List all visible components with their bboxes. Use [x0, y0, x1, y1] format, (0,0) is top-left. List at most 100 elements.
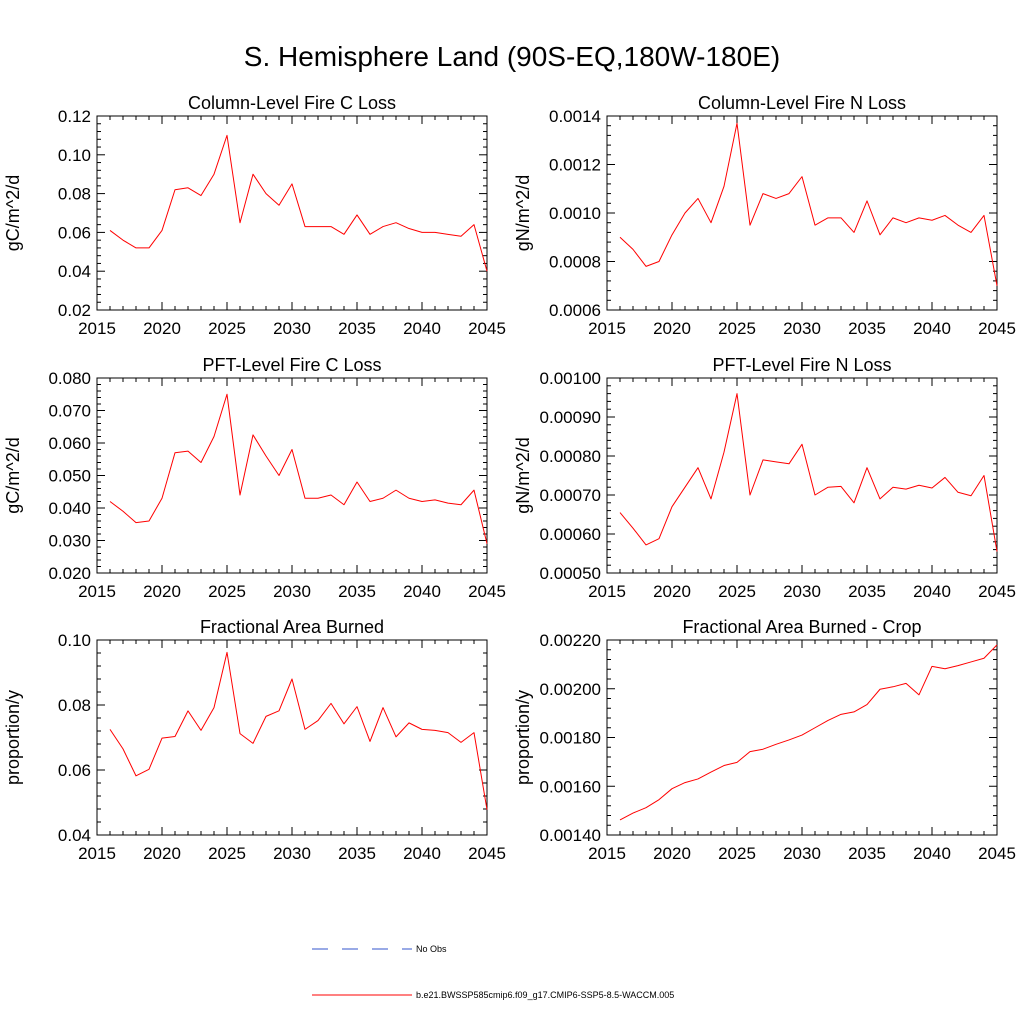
y-tick-label: 0.0014 — [549, 107, 601, 126]
x-tick-label: 2020 — [143, 319, 181, 338]
y-tick-label: 0.10 — [58, 631, 91, 650]
x-tick-label: 2045 — [978, 319, 1016, 338]
x-tick-label: 2035 — [338, 844, 376, 863]
y-tick-label: 0.0012 — [549, 156, 601, 175]
chart-panel: PFT-Level Fire C Loss gC/m^2/d 2015 2020 202… — [3, 355, 506, 601]
y-tick-label: 0.12 — [58, 107, 91, 126]
y-axis-label: gN/m^2/d — [513, 175, 533, 251]
y-tick-label: 0.060 — [48, 434, 91, 453]
chart-title: PFT-Level Fire C Loss — [202, 355, 381, 375]
chart-title: Column-Level Fire N Loss — [698, 93, 906, 113]
y-tick-label: 0.0010 — [549, 204, 601, 223]
y-tick-label: 0.02 — [58, 301, 91, 320]
legend-obs-label: No Obs — [416, 944, 447, 954]
chart-panel: Column-Level Fire C Loss gC/m^2/d 2015 2020… — [3, 93, 506, 338]
series-line — [619, 122, 998, 286]
x-tick-label: 2040 — [403, 582, 441, 601]
x-tick-label: 2030 — [273, 319, 311, 338]
y-tick-label: 0.00100 — [540, 369, 601, 388]
x-tick-label: 2020 — [653, 319, 691, 338]
x-tick-label: 2020 — [653, 582, 691, 601]
x-tick-label: 2030 — [273, 582, 311, 601]
x-tick-label: 2045 — [468, 582, 506, 601]
y-tick-label: 0.06 — [58, 761, 91, 780]
y-tick-label: 0.00160 — [540, 777, 601, 796]
chart-panel: Fractional Area Burned - Crop proportion/… — [513, 617, 1016, 863]
y-tick-label: 0.00060 — [540, 525, 601, 544]
chart-panels: Column-Level Fire C Loss gC/m^2/d 2015 2020… — [3, 93, 1016, 863]
x-tick-label: 2015 — [588, 844, 626, 863]
y-axis-label: gC/m^2/d — [3, 175, 23, 251]
chart-panel: Fractional Area Burned proportion/y 2015 20… — [3, 617, 506, 863]
plot-frame — [96, 115, 488, 311]
x-tick-label: 2025 — [208, 582, 246, 601]
x-tick-label: 2015 — [78, 319, 116, 338]
y-tick-label: 0.00140 — [540, 826, 601, 845]
x-tick-label: 2025 — [208, 319, 246, 338]
y-tick-label: 0.04 — [58, 826, 91, 845]
x-tick-label: 2035 — [848, 582, 886, 601]
x-tick-label: 2040 — [913, 319, 951, 338]
x-tick-label: 2025 — [718, 319, 756, 338]
y-tick-label: 0.08 — [58, 696, 91, 715]
x-tick-label: 2030 — [783, 319, 821, 338]
y-axis-label: proportion/y — [513, 690, 533, 785]
y-tick-label: 0.00050 — [540, 564, 601, 583]
y-tick-label: 0.00090 — [540, 408, 601, 427]
y-tick-label: 0.040 — [48, 499, 91, 518]
y-axis-label: proportion/y — [3, 690, 23, 785]
x-tick-label: 2020 — [143, 582, 181, 601]
x-tick-label: 2040 — [403, 844, 441, 863]
plot-frame — [606, 115, 998, 311]
chart-title: Fractional Area Burned — [200, 617, 384, 637]
legend: No Obs b.e21.BWSSP585cmip6.f09_g17.CMIP6… — [312, 944, 674, 1000]
y-tick-label: 0.10 — [58, 146, 91, 165]
y-tick-label: 0.020 — [48, 564, 91, 583]
y-axis-label: gC/m^2/d — [3, 437, 23, 513]
y-tick-label: 0.06 — [58, 223, 91, 242]
x-tick-label: 2040 — [913, 582, 951, 601]
plot-frame — [96, 377, 488, 574]
x-tick-label: 2045 — [978, 844, 1016, 863]
y-tick-label: 0.080 — [48, 369, 91, 388]
x-tick-label: 2035 — [338, 582, 376, 601]
x-tick-label: 2020 — [143, 844, 181, 863]
x-tick-label: 2045 — [468, 319, 506, 338]
chart-title: Column-Level Fire C Loss — [188, 93, 396, 113]
y-tick-label: 0.08 — [58, 185, 91, 204]
y-tick-label: 0.00180 — [540, 729, 601, 748]
y-tick-label: 0.070 — [48, 402, 91, 421]
x-tick-label: 2045 — [978, 582, 1016, 601]
y-tick-label: 0.0006 — [549, 301, 601, 320]
x-tick-label: 2025 — [718, 844, 756, 863]
legend-model-label: b.e21.BWSSP585cmip6.f09_g17.CMIP6-SSP5-8… — [416, 990, 674, 1000]
y-tick-label: 0.0008 — [549, 253, 601, 272]
x-tick-label: 2025 — [208, 844, 246, 863]
x-tick-label: 2020 — [653, 844, 691, 863]
series-line — [619, 393, 998, 552]
x-tick-label: 2035 — [848, 844, 886, 863]
x-tick-label: 2035 — [848, 319, 886, 338]
y-tick-label: 0.00070 — [540, 486, 601, 505]
x-tick-label: 2035 — [338, 319, 376, 338]
chart-panel: PFT-Level Fire N Loss gN/m^2/d 2015 2020 202… — [513, 355, 1016, 601]
chart-title: PFT-Level Fire N Loss — [712, 355, 891, 375]
x-tick-label: 2030 — [783, 582, 821, 601]
x-tick-label: 2030 — [783, 844, 821, 863]
plot-frame — [606, 639, 998, 836]
y-tick-label: 0.04 — [58, 262, 91, 281]
y-tick-label: 0.030 — [48, 532, 91, 551]
y-tick-label: 0.00080 — [540, 447, 601, 466]
x-tick-label: 2045 — [468, 844, 506, 863]
x-tick-label: 2025 — [718, 582, 756, 601]
x-tick-label: 2040 — [403, 319, 441, 338]
page-title: S. Hemisphere Land (90S-EQ,180W-180E) — [244, 41, 780, 72]
x-tick-label: 2015 — [588, 582, 626, 601]
plot-frame — [96, 639, 488, 836]
x-tick-label: 2030 — [273, 844, 311, 863]
series-line — [109, 393, 488, 544]
chart-title: Fractional Area Burned - Crop — [682, 617, 921, 637]
plot-frame — [606, 377, 998, 574]
x-tick-label: 2015 — [78, 844, 116, 863]
